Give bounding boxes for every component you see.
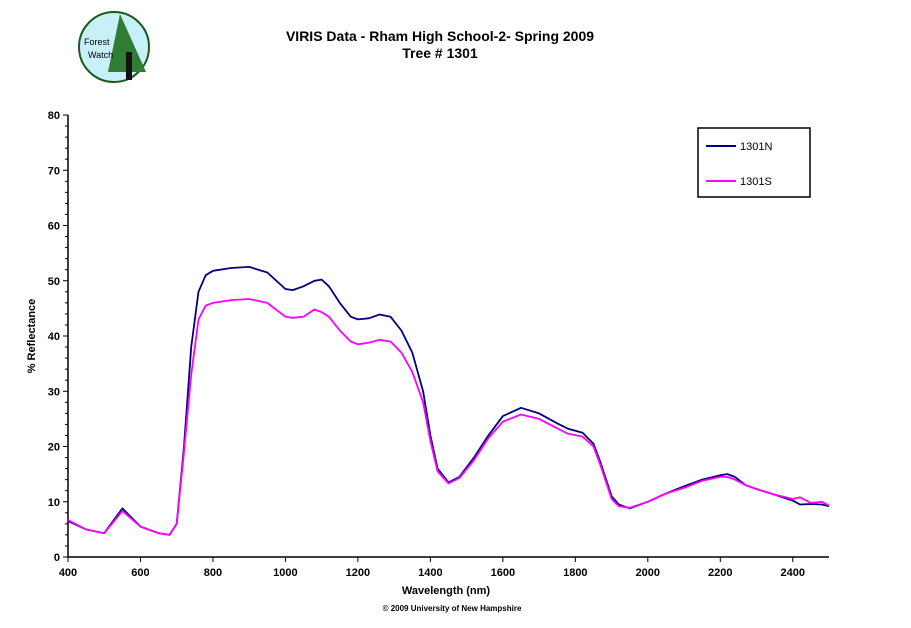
logo-text-1: Forest (84, 37, 110, 47)
series-lines (67, 266, 830, 536)
x-tick-label: 1400 (418, 567, 442, 579)
chart-title: VIRIS Data - Rham High School-2- Spring … (286, 28, 594, 44)
x-tick-label: 1600 (491, 567, 515, 579)
y-tick-label: 80 (48, 110, 60, 122)
y-tick-label: 50 (48, 276, 60, 288)
y-tick-label: 10 (48, 497, 60, 509)
legend-label-1301S: 1301S (740, 176, 772, 188)
y-tick-label: 70 (48, 165, 60, 177)
x-tick-label: 2400 (781, 567, 805, 579)
x-tick-label: 2200 (708, 567, 732, 579)
y-axis-label: % Reflectance (26, 299, 38, 374)
y-tick-label: 0 (54, 552, 60, 564)
logo-text-2: Watch (88, 50, 113, 60)
x-axis-label: Wavelength (nm) (402, 585, 491, 597)
x-tick-label: 800 (204, 567, 222, 579)
legend-label-1301N: 1301N (740, 141, 772, 153)
series-line-1301N (67, 266, 830, 536)
forest-watch-logo: Forest Watch (78, 11, 150, 83)
x-tick-label: 600 (131, 567, 149, 579)
y-tick-label: 60 (48, 221, 60, 233)
axes: 0 10 20 30 40 50 60 70 80 400 600 800 1000 1200 1400 16… (48, 110, 829, 579)
x-tick-label: 2000 (636, 567, 660, 579)
x-tick-label: 1800 (563, 567, 587, 579)
legend-box (697, 127, 811, 198)
y-tick-label: 30 (48, 386, 60, 398)
y-tick-label: 40 (48, 331, 60, 343)
legend: 1301N 1301S (697, 127, 811, 198)
x-tick-label: 400 (59, 567, 77, 579)
x-tick-label: 1000 (273, 567, 297, 579)
y-tick-label: 20 (48, 442, 60, 454)
x-tick-label: 1200 (346, 567, 370, 579)
chart-subtitle: Tree # 1301 (402, 45, 478, 61)
series-line-1301S (67, 298, 830, 536)
copyright-footer: © 2009 University of New Hampshire (383, 604, 522, 613)
